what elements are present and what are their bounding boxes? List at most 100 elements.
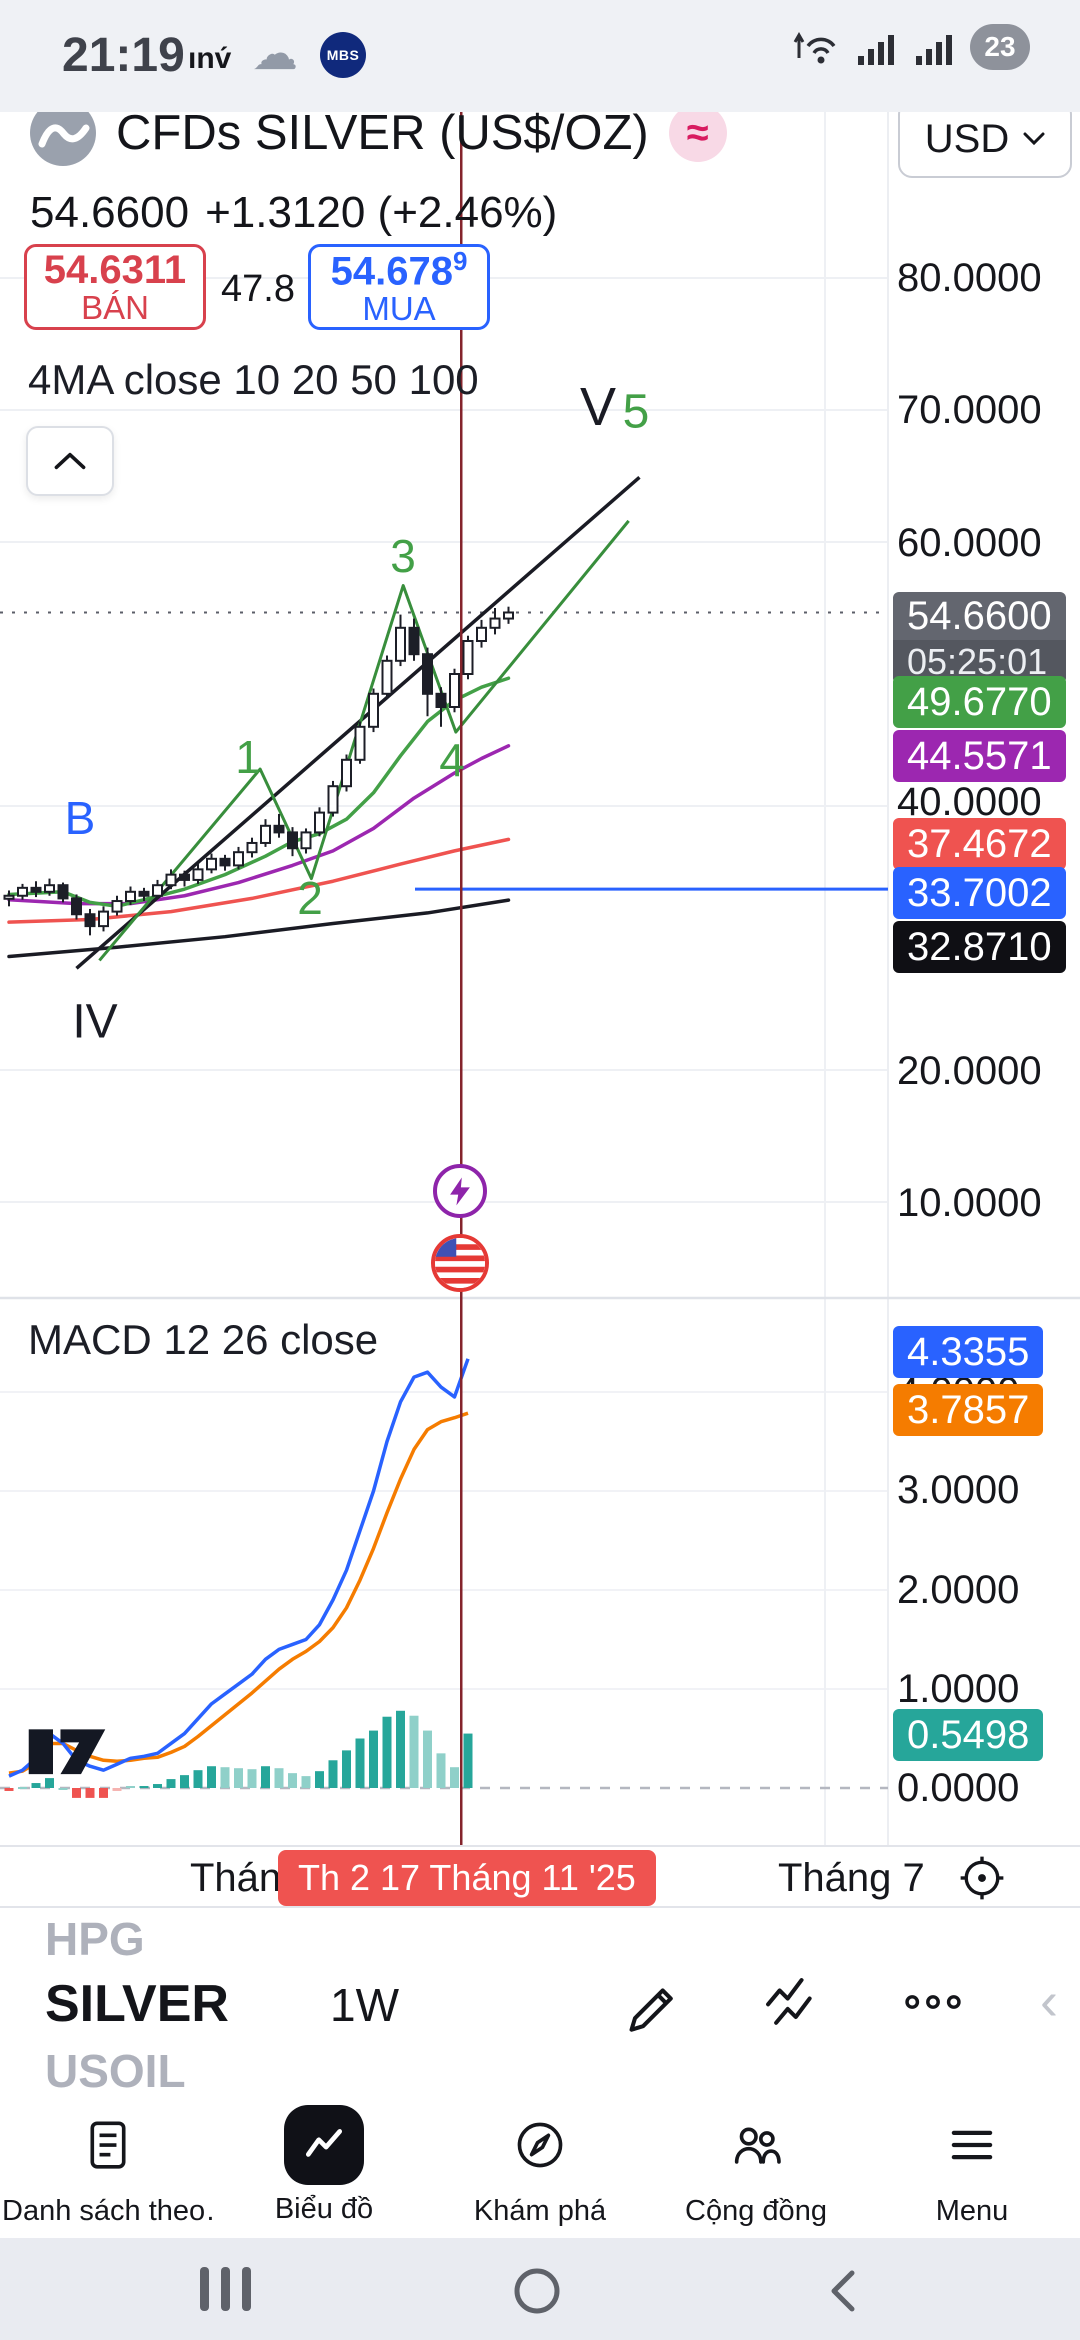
price-axis-label: 20.0000 [897,1049,1042,1093]
wave-label-4: 4 [439,734,465,786]
nav-label: Danh sách theo… [2,2194,214,2227]
price-axis-label: 60.0000 [897,521,1042,565]
price-axis-label: 40.0000 [897,780,1042,824]
ma-value-label: 44.5571 [893,730,1066,782]
sell-price: 54.6311 [43,247,187,292]
ma-value-label: 37.4672 [893,818,1066,870]
android-navigation-bar [0,2238,1080,2340]
scroll-hint-chevron-icon[interactable]: ‹ [1040,1971,1058,2031]
wave-label-2: 2 [297,872,323,924]
wifi-transfer-icon [793,31,836,64]
nav-item-chart[interactable]: Biểu đồ [216,2092,432,2238]
price-axis-label: 80.0000 [897,256,1042,300]
wave-label-3: 3 [390,530,416,582]
recents-button[interactable] [200,2267,251,2311]
chevron-down-icon [1023,132,1045,146]
investing-notification-icon: ınv́ [188,42,232,75]
nav-item-watchlist[interactable]: Danh sách theo… [0,2092,216,2238]
toolbar-symbol[interactable]: SILVER [45,1975,229,2033]
us-flag-icon [435,1238,485,1288]
ma-indicator-label[interactable]: 4MA close 10 20 50 100 [28,356,479,403]
spread-value: 47.8 [221,268,295,310]
crosshair-target-icon[interactable] [955,1851,1009,1910]
economic-event-power-icon[interactable] [433,1164,487,1218]
macd-axis-label: 1.0000 [897,1667,1020,1711]
sell-label: BÁN [81,288,149,326]
explore-icon [511,2103,569,2187]
chart-toolbar: SILVER 1W ‹ [0,1962,1080,2042]
buy-label: MUA [362,289,436,327]
time-axis-right-label: Tháng 7 [778,1856,925,1900]
metal-glyph-icon [38,124,90,148]
macd-value-label: 3.7857 [893,1384,1044,1436]
ma-value-label: 32.8710 [893,921,1066,973]
symbol-title: CFDs SILVER (US$/OZ) [116,106,649,160]
indicators-zigzag-icon[interactable] [760,1972,820,2037]
nav-item-explore[interactable]: Khám phá [432,2092,648,2238]
nav-item-community[interactable]: Cộng đồng [648,2092,864,2238]
price-change-row: 54.6600 +1.3120 (+2.46%) [30,188,557,238]
wave-label-1: 1 [235,731,261,783]
chart-icon [284,2104,364,2185]
wave-label-b: B [64,792,96,844]
nav-label: Khám phá [473,2194,607,2227]
time-axis[interactable]: Tháng Th 2 17 Tháng 11 '25 Tháng 7 [0,1845,1080,1908]
mbs-app-icon: MBS [320,32,366,78]
battery-indicator: 23 [970,24,1030,70]
home-button[interactable] [513,2267,561,2320]
last-price: 54.6600 [30,188,190,237]
selected-date-badge[interactable]: Th 2 17 Tháng 11 '25 [278,1850,656,1906]
similar-symbols-icon[interactable]: ≈ [668,104,727,162]
macd-axis-label: 0.0000 [897,1766,1020,1810]
macd-axis-label: 3.0000 [897,1468,1020,1512]
currency-select[interactable]: USD [898,100,1072,178]
more-options-icon[interactable] [900,1972,966,2037]
community-icon [727,2103,785,2187]
nav-label: Menu [935,2194,1009,2227]
collapse-panel-button[interactable] [26,426,114,496]
watchlist-symbol-hpg: HPG [45,1913,145,1965]
ma-value-label: 49.6770 [893,676,1066,728]
macd-axis-label: 2.0000 [897,1568,1020,1612]
wave-label-v: V [579,377,617,437]
bottom-navigation: Danh sách theo… Biểu đồ Khám phá Cộng đồng M… [0,2092,1080,2238]
wave-label-iv: IV [72,995,118,1049]
status-bar: 21:19 ınv́ ☁ MBS 2 [0,0,1080,112]
nav-label: Cộng đồng [685,2194,827,2227]
wave-label-5: 5 [622,385,650,439]
interval-button[interactable]: 1W [330,1979,399,2031]
currency-value: USD [924,116,1010,161]
price-axis-label: 10.0000 [897,1181,1042,1225]
chevron-up-icon [54,452,86,470]
back-button[interactable] [822,2267,870,2320]
macd-indicator-label[interactable]: MACD 12 26 close [28,1316,379,1363]
macd-value-label: 4.3355 [893,1326,1044,1378]
watchlist-symbol-usoil: USOIL [45,2045,186,2097]
nav-label: Biểu đồ [274,2192,374,2225]
lightning-icon [450,1177,470,1206]
signal-bars-icon-2 [916,35,952,65]
clock: 21:19 [62,29,185,82]
weather-cloud-icon: ☁ [252,27,298,79]
macd-value-label: 0.5498 [893,1709,1044,1761]
last-price-value: 54.6600 [893,592,1066,640]
economic-event-us-flag-icon[interactable] [431,1234,489,1292]
watchlist-icon [79,2103,137,2187]
price-change: +1.3120 (+2.46%) [205,188,558,237]
signal-bars-icon [858,35,894,65]
buy-button[interactable]: 54.6789 MUA [308,244,490,330]
sell-button[interactable]: 54.6311 BÁN [24,244,206,330]
menu-icon [943,2103,1001,2187]
buy-price-fraction: 9 [452,245,468,276]
draw-pencil-icon[interactable] [620,1972,680,2037]
ma-value-label: 33.7002 [893,867,1066,919]
tradingview-logo [25,1706,137,1795]
price-axis-label: 70.0000 [897,388,1042,432]
nav-item-menu[interactable]: Menu [864,2092,1080,2238]
buy-price: 54.678 [330,248,453,293]
